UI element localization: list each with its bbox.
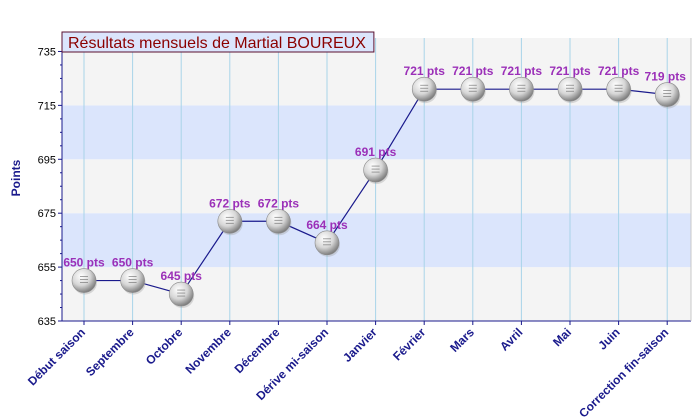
data-point [411,76,438,104]
data-point [460,76,486,104]
data-label: 721 pts [452,64,494,78]
data-label: 650 pts [63,256,105,270]
data-point [363,157,389,185]
y-tick-label: 715 [38,100,56,112]
data-point [654,82,681,109]
data-point [509,76,535,104]
band-715-735 [62,51,691,106]
x-tick-label: Octobre [143,325,186,368]
y-tick-labels: 635 655 675 695 715 735 [38,46,56,328]
data-point [120,268,146,295]
data-point [266,208,292,236]
data-point [314,230,340,257]
x-tick-label: Février [390,325,428,363]
x-tick-label: Mai [550,325,574,349]
x-tick-label: Mars [447,325,477,355]
y-tick-label: 675 [38,208,56,220]
data-label: 721 pts [501,64,543,78]
band-635-655 [62,267,691,321]
x-tick-label: Avril [497,325,525,353]
x-tick-label: Juin [595,325,622,352]
data-point [606,76,632,104]
data-point [168,281,195,309]
background-bands [62,38,691,321]
data-label: 672 pts [209,196,251,210]
data-label: 691 pts [355,145,397,159]
y-tick-label: 635 [38,316,56,328]
data-points [71,76,681,309]
data-label: 672 pts [258,196,300,210]
chart-title: Résultats mensuels de Martial BOUREUX [68,35,366,52]
y-tick-label: 655 [38,262,56,274]
x-tick-label: Décembre [232,325,283,376]
y-tick-label: 695 [38,154,56,166]
data-label: 721 pts [549,64,591,78]
data-label: 645 pts [161,269,203,283]
x-tick-label: Septembre [83,325,137,379]
axes [58,36,692,325]
data-label: 719 pts [645,70,687,84]
band-655-675 [62,213,691,268]
data-point [71,268,97,295]
x-tick-label: Correction fin-saison [576,325,671,420]
data-point [557,76,583,104]
data-label: 664 pts [306,218,348,232]
x-tick-label: Novembre [183,325,235,377]
data-label: 721 pts [598,64,640,78]
x-tick-label: Début saison [25,325,88,388]
data-labels: 650 pts 650 pts 645 pts 672 pts 672 pts 664 p… [63,64,686,283]
y-tick-label: 735 [38,46,56,58]
chart-title-background [61,31,375,53]
x-tick-label: Janvier [340,325,380,365]
chart-title-box: Résultats mensuels de Martial BOUREUX [61,31,375,53]
data-point [217,208,243,236]
data-label: 721 pts [404,64,446,78]
data-label: 650 pts [112,256,154,270]
y-axis-label: Points [9,159,23,196]
band-695-715 [62,105,691,160]
